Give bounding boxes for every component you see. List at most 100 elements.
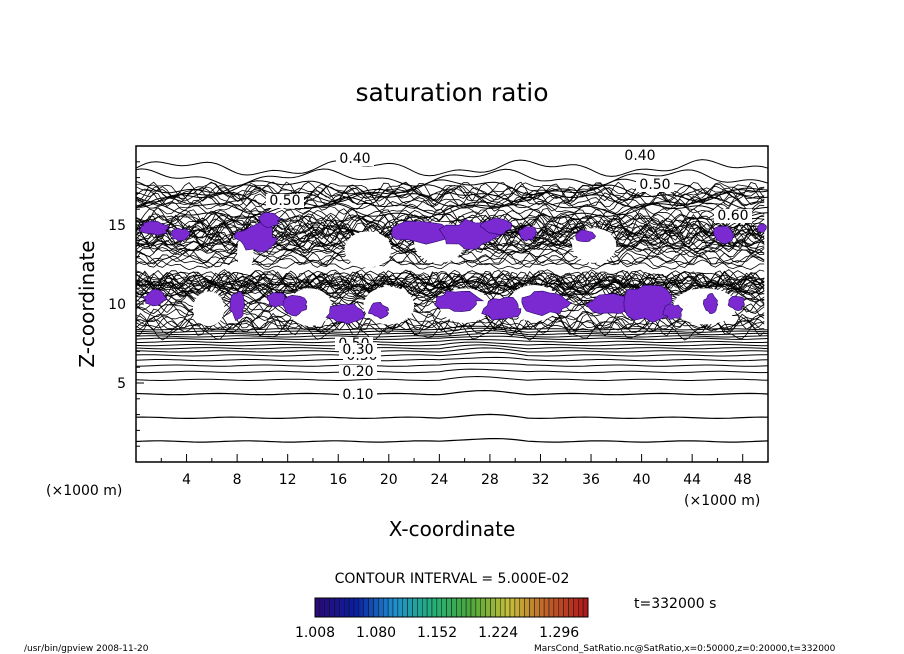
contour-label: 0.60 — [717, 208, 748, 224]
contour-line — [135, 368, 769, 374]
contour-label-bg — [339, 343, 377, 357]
colorbar-stripe — [319, 597, 325, 618]
colorbar-stripe — [378, 597, 384, 618]
y-tick-label: 15 — [108, 218, 126, 234]
colorbar-label: 1.224 — [478, 625, 518, 641]
supersaturated-patch — [141, 289, 168, 307]
contour-interval-text: CONTOUR INTERVAL = 5.000E-02 — [335, 571, 570, 587]
supersaturated-patch — [257, 212, 282, 228]
contour-label: 0.20 — [342, 364, 373, 380]
colorbar-frame — [314, 597, 589, 618]
colorbar-stripe — [480, 597, 486, 618]
contour-line — [135, 389, 769, 396]
colorbar-stripe — [368, 597, 374, 618]
supersaturated-patch — [575, 229, 597, 243]
x-tick-label: 44 — [683, 472, 701, 488]
colorbar-stripe — [529, 597, 535, 618]
contour-label-bg — [621, 149, 659, 163]
footer-source: MarsCond_SatRatio.nc@SatRatio,x=0:50000,… — [534, 644, 836, 654]
colorbar-stripe — [324, 597, 330, 618]
supersaturated-patch — [233, 222, 278, 253]
x-unit-label-left: (×1000 m) — [46, 483, 122, 499]
colorbar-stripe — [573, 597, 579, 618]
contour-line — [135, 375, 769, 382]
x-tick-label: 16 — [329, 472, 347, 488]
supersaturated-patch — [267, 292, 288, 308]
colorbar-stripe — [490, 597, 496, 618]
colorbar — [314, 597, 589, 618]
supersaturated-patch — [479, 218, 513, 235]
colorbar-stripe — [534, 597, 540, 618]
colorbar-stripe — [509, 597, 516, 618]
x-tick-label: 24 — [430, 472, 448, 488]
supersaturated-patch — [702, 293, 719, 315]
supersaturated-patch — [481, 296, 522, 321]
colorbar-stripe — [339, 597, 345, 618]
contour-line — [135, 347, 769, 353]
supersaturated-patch — [623, 284, 673, 323]
supersaturated-patch — [713, 225, 736, 244]
contour-line — [135, 356, 769, 362]
x-unit-label-right: (×1000 m) — [684, 493, 760, 509]
colorbar-stripe — [344, 597, 350, 618]
colorbar-stripe — [402, 597, 408, 618]
supersaturated-patch — [325, 303, 365, 325]
colorbar-label: 1.152 — [417, 625, 457, 641]
colorbar-stripe — [465, 597, 472, 618]
contour-line — [135, 362, 769, 367]
y-axis-ticks: 5 10 15 — [108, 161, 144, 447]
contour-line — [135, 212, 765, 223]
colorbar-stripe — [426, 597, 433, 618]
colorbar-stripe — [353, 597, 360, 618]
x-tick-label: 8 — [233, 472, 242, 488]
clear-region — [192, 291, 225, 327]
contour-line — [135, 316, 765, 337]
x-tick-label: 48 — [734, 472, 752, 488]
colorbar-stripe — [470, 597, 477, 618]
colorbar-stripe — [373, 597, 379, 618]
colorbar-stripe — [485, 597, 491, 618]
colorbar-stripe — [539, 597, 545, 618]
colorbar-label: 1.080 — [356, 625, 396, 641]
chart-title: saturation ratio — [355, 78, 548, 107]
contour-label-bg — [266, 194, 304, 208]
supersaturated-patch — [434, 290, 485, 312]
supersaturated-patch — [282, 294, 308, 317]
clear-region — [363, 286, 415, 325]
contour-label: 0.40 — [339, 151, 370, 167]
x-tick-label: 20 — [380, 472, 398, 488]
y-tick-label: 10 — [108, 297, 126, 313]
colorbar-stripe — [500, 597, 506, 618]
time-label: t=332000 s — [634, 596, 716, 612]
colorbar-stripe — [383, 597, 389, 618]
colorbar-stripe — [563, 597, 569, 618]
colorbar-stripe — [568, 597, 574, 618]
supersaturated-patch — [169, 227, 191, 242]
contour-label-bg — [339, 365, 377, 379]
contour-line — [135, 159, 769, 177]
colorbar-stripe — [495, 597, 501, 618]
contour-line — [135, 327, 769, 333]
supersaturated-patch — [391, 220, 454, 245]
contour-line — [135, 277, 765, 292]
x-axis-label: X-coordinate — [389, 517, 516, 541]
colorbar-stripe — [514, 597, 520, 618]
contour-line — [135, 203, 765, 215]
colorbar-stripe — [436, 597, 442, 618]
x-tick-label: 12 — [279, 472, 297, 488]
y-axis-label: Z-coordinate — [75, 240, 99, 367]
colorbar-stripe — [446, 597, 452, 618]
contour-label-bg — [636, 178, 674, 192]
colorbar-stripe — [456, 597, 462, 618]
supersaturated-patch — [139, 220, 170, 236]
contour-labels: 0.400.400.500.500.600.500.500.300.200.10 — [266, 148, 752, 403]
colorbar-stripe — [358, 597, 364, 618]
plot-area: 0.400.400.500.500.600.500.500.300.200.10 — [135, 145, 769, 463]
x-tick-label: 40 — [633, 472, 651, 488]
contour-line — [135, 198, 765, 212]
contour-line — [135, 341, 768, 347]
colorbar-stripe — [348, 597, 355, 618]
stratified-contour-lines — [135, 159, 769, 443]
colorbar-stripe — [431, 597, 438, 618]
